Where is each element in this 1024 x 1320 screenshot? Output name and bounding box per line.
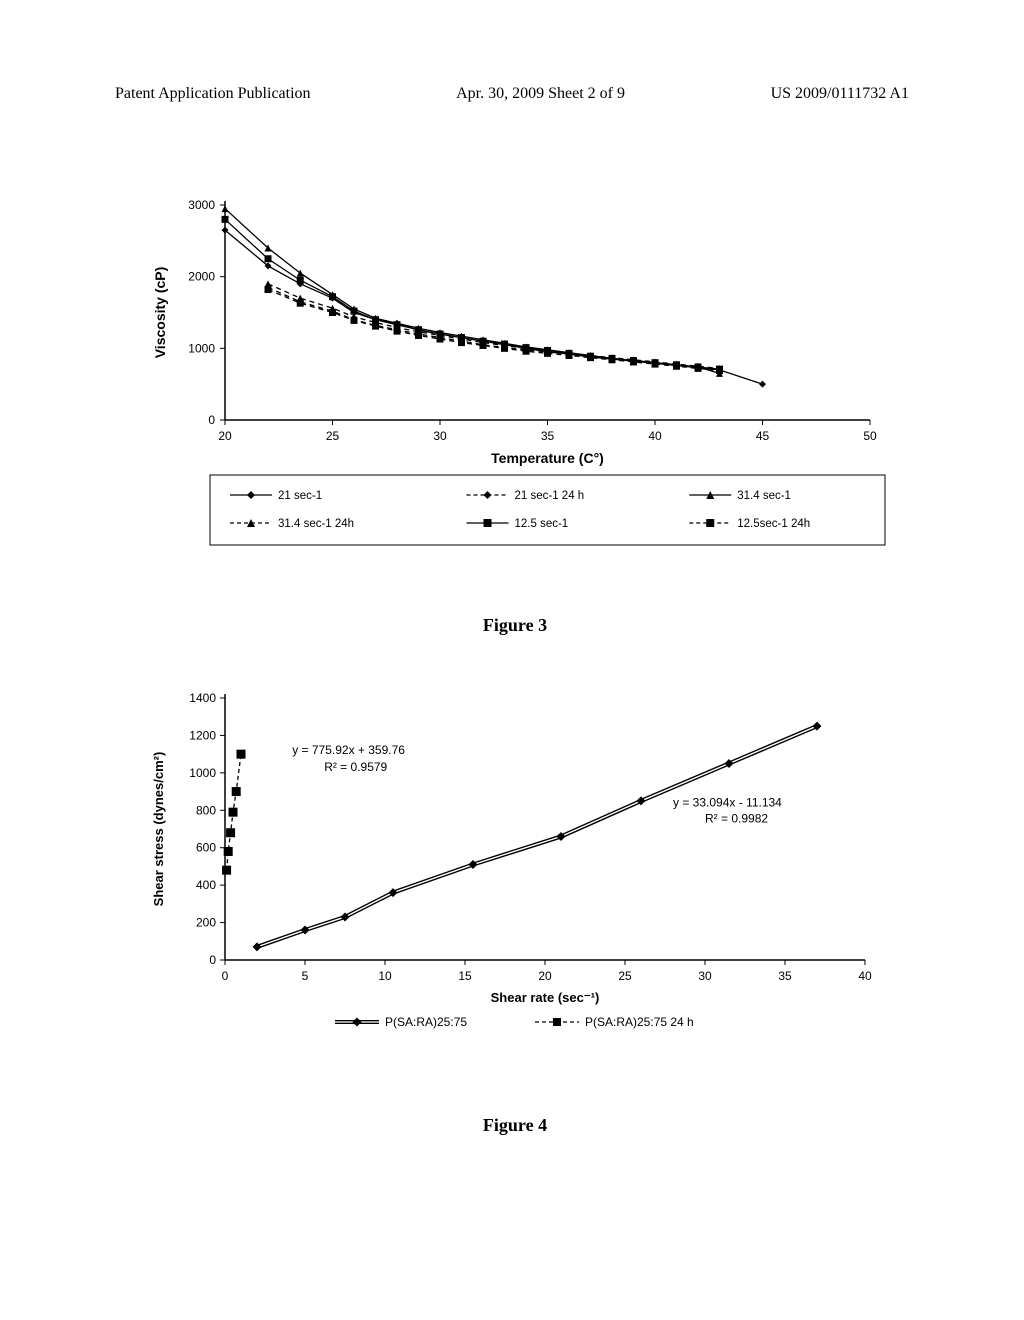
svg-text:400: 400 <box>196 878 216 892</box>
svg-text:21 sec-1 24 h: 21 sec-1 24 h <box>515 490 585 502</box>
svg-text:Temperature (C°): Temperature (C°) <box>491 450 604 466</box>
svg-text:Viscosity (cP): Viscosity (cP) <box>152 267 168 359</box>
svg-text:45: 45 <box>756 429 770 443</box>
svg-text:200: 200 <box>196 916 216 930</box>
svg-text:3000: 3000 <box>188 198 215 212</box>
svg-text:y = 775.92x + 359.76: y = 775.92x + 359.76 <box>292 743 405 757</box>
svg-text:800: 800 <box>196 803 216 817</box>
svg-text:0: 0 <box>209 953 216 967</box>
figure-4: 0 200 400 600 800 1000 1200 1400 0 5 10 15 20 25 30 35 4… <box>130 680 900 1136</box>
svg-text:0: 0 <box>208 413 215 427</box>
svg-text:35: 35 <box>778 969 792 983</box>
svg-text:20: 20 <box>538 969 552 983</box>
svg-text:12.5sec-1 24h: 12.5sec-1 24h <box>737 518 810 530</box>
svg-text:1400: 1400 <box>189 691 216 705</box>
svg-text:0: 0 <box>222 969 229 983</box>
svg-text:31.4 sec-1: 31.4 sec-1 <box>737 490 791 502</box>
svg-text:R² = 0.9982: R² = 0.9982 <box>705 811 768 825</box>
svg-text:25: 25 <box>326 429 340 443</box>
figure-4-caption: Figure 4 <box>130 1115 900 1136</box>
svg-text:P(SA:RA)25:75 24 h: P(SA:RA)25:75 24 h <box>585 1015 694 1029</box>
svg-text:20: 20 <box>218 429 232 443</box>
svg-text:Shear rate (sec⁻¹): Shear rate (sec⁻¹) <box>491 990 600 1005</box>
date-sheet-label: Apr. 30, 2009 Sheet 2 of 9 <box>456 85 625 103</box>
svg-text:P(SA:RA)25:75: P(SA:RA)25:75 <box>385 1015 467 1029</box>
svg-text:600: 600 <box>196 841 216 855</box>
doc-number-label: US 2009/0111732 A1 <box>771 85 909 103</box>
svg-text:1000: 1000 <box>189 766 216 780</box>
svg-text:1200: 1200 <box>189 728 216 742</box>
svg-text:5: 5 <box>302 969 309 983</box>
figure-4-chart: 0 200 400 600 800 1000 1200 1400 0 5 10 15 20 25 30 35 4… <box>130 680 900 1090</box>
svg-text:y = 33.094x - 11.134: y = 33.094x - 11.134 <box>673 796 782 810</box>
svg-text:50: 50 <box>863 429 877 443</box>
svg-text:25: 25 <box>618 969 632 983</box>
figure-3: 0 1000 2000 3000 20 25 30 35 40 45 50 Temperature (… <box>130 190 900 636</box>
svg-text:40: 40 <box>648 429 662 443</box>
svg-text:15: 15 <box>458 969 472 983</box>
svg-text:21 sec-1: 21 sec-1 <box>278 490 322 502</box>
figure-3-caption: Figure 3 <box>130 615 900 636</box>
publication-label: Patent Application Publication <box>115 85 311 103</box>
svg-text:12.5 sec-1: 12.5 sec-1 <box>515 518 569 530</box>
svg-text:Shear stress (dynes/cm²): Shear stress (dynes/cm²) <box>151 752 166 907</box>
svg-text:31.4 sec-1 24h: 31.4 sec-1 24h <box>278 518 354 530</box>
svg-text:1000: 1000 <box>188 341 215 355</box>
svg-text:40: 40 <box>858 969 872 983</box>
svg-text:30: 30 <box>698 969 712 983</box>
figure-3-chart: 0 1000 2000 3000 20 25 30 35 40 45 50 Temperature (… <box>130 190 900 590</box>
page-header: Patent Application Publication Apr. 30, … <box>0 85 1024 103</box>
svg-text:10: 10 <box>378 969 392 983</box>
svg-text:30: 30 <box>433 429 447 443</box>
svg-text:35: 35 <box>541 429 555 443</box>
svg-text:2000: 2000 <box>188 270 215 284</box>
svg-text:R² = 0.9579: R² = 0.9579 <box>324 760 387 774</box>
